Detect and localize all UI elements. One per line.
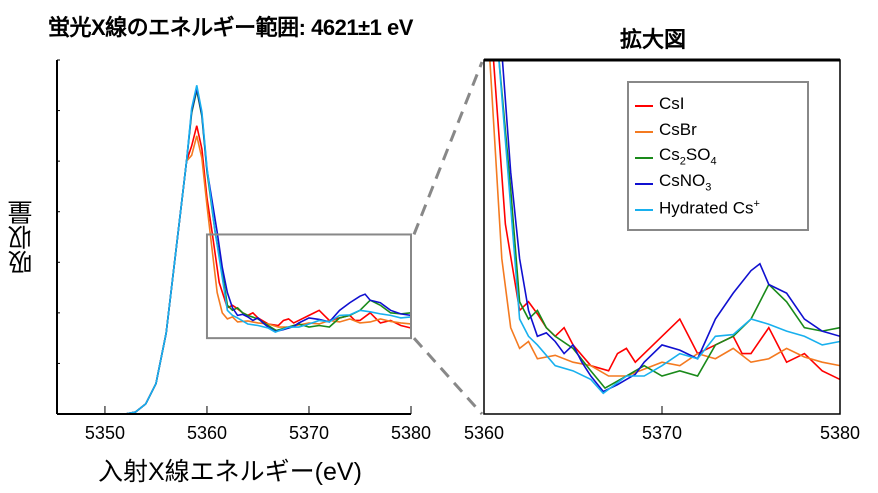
legend-label-part: SO xyxy=(685,144,711,164)
legend-label-part: Cs xyxy=(659,144,680,164)
zoom-connector-bottom xyxy=(412,337,484,416)
legend-label: CsNO3 xyxy=(659,171,711,193)
zoom-series-line-csbr xyxy=(489,60,840,377)
zoom-series-line-csno3 xyxy=(501,60,840,393)
legend-label-part: + xyxy=(753,197,760,210)
x-tick-label: 5360 xyxy=(187,423,227,443)
legend-label-part: CsI xyxy=(659,94,685,113)
zoom-x-tick-label: 5360 xyxy=(464,423,504,443)
zoom-series-line-csi xyxy=(492,60,840,381)
zoom-series-line-hydrated-cs- xyxy=(498,60,840,395)
series-line-csno3 xyxy=(57,87,412,415)
legend-swatch xyxy=(635,209,653,211)
legend: CsI CsBr Cs2SO4 CsNO3 Hydrated Cs+ xyxy=(627,81,809,231)
chart-title: 蛍光X線のエネルギー範囲: 4621±1 eV xyxy=(48,15,413,40)
legend-item: CsBr xyxy=(635,117,807,143)
legend-swatch xyxy=(635,183,653,185)
x-axis-label: 入射X線エネルギー(eV) xyxy=(98,458,362,486)
legend-label: CsBr xyxy=(659,120,697,140)
legend-label-part: CsBr xyxy=(659,120,697,139)
x-tick-label: 5380 xyxy=(391,423,431,443)
series-line-hydrated-cs- xyxy=(57,85,412,415)
legend-item: Hydrated Cs+ xyxy=(635,195,807,221)
zoom-connector-top xyxy=(412,61,484,236)
zoom-region-box xyxy=(205,233,412,340)
main-plot-lines xyxy=(57,85,412,415)
axes: 5350 5360 5370 5380 5360 5370 5380 xyxy=(56,58,860,443)
legend-label-part: CsNO xyxy=(659,170,706,190)
legend-item: CsI xyxy=(635,91,807,117)
legend-item: Cs2SO4 xyxy=(635,143,807,169)
legend-swatch xyxy=(635,105,653,107)
legend-label-part: Hydrated Cs xyxy=(659,198,754,218)
legend-label: Cs2SO4 xyxy=(659,145,717,167)
legend-swatch xyxy=(635,131,653,133)
series-line-csbr xyxy=(57,135,412,415)
series-line-csi xyxy=(57,125,412,415)
legend-label-part: 2 xyxy=(679,155,686,168)
legend-swatch xyxy=(635,157,653,159)
zoom-series-line-cs2so4 xyxy=(498,60,840,390)
legend-label-part: 4 xyxy=(710,155,717,168)
zoom-x-tick-label: 5370 xyxy=(642,423,682,443)
legend-item: CsNO3 xyxy=(635,169,807,195)
x-tick-label: 5370 xyxy=(289,423,329,443)
series-line-cs2so4 xyxy=(57,90,412,415)
zoom-x-tick-label: 5380 xyxy=(820,423,860,443)
zoom-plot-lines xyxy=(489,60,840,395)
zoom-title: 拡大図 xyxy=(620,27,687,52)
x-tick-label: 5350 xyxy=(85,423,125,443)
legend-label-part: 3 xyxy=(705,181,712,194)
legend-label: CsI xyxy=(659,94,685,114)
legend-label: Hydrated Cs+ xyxy=(659,198,760,219)
